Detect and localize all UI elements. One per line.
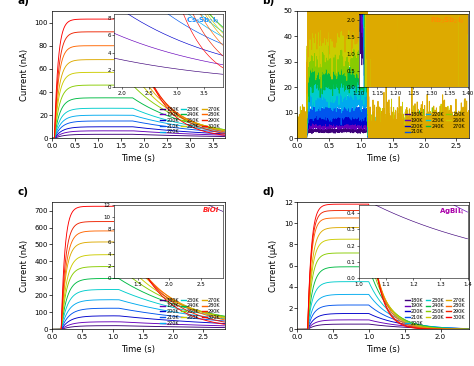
Text: b): b)	[263, 0, 274, 6]
Legend: 180K, 190K, 200K, 210K, 220K, 230K, 240K, 250K, 260K, 270K: 180K, 190K, 200K, 210K, 220K, 230K, 240K…	[403, 111, 467, 136]
Y-axis label: Current (nA): Current (nA)	[269, 49, 278, 101]
Y-axis label: Current (nA): Current (nA)	[20, 49, 29, 101]
Legend: 180K, 190K, 200K, 210K, 220K, 230K, 240K, 250K, 260K, 270K, 280K, 290K, 300K: 180K, 190K, 200K, 210K, 220K, 230K, 240K…	[403, 296, 467, 327]
Text: c): c)	[18, 187, 28, 197]
Legend: 180K, 190K, 200K, 210K, 220K, 230K, 240K, 250K, 260K, 270K, 280K, 290K, 300K: 180K, 190K, 200K, 210K, 220K, 230K, 240K…	[158, 105, 222, 136]
Text: d): d)	[263, 187, 274, 197]
X-axis label: Time (s): Time (s)	[121, 154, 155, 163]
X-axis label: Time (s): Time (s)	[366, 345, 400, 354]
X-axis label: Time (s): Time (s)	[121, 345, 155, 354]
X-axis label: Time (s): Time (s)	[366, 154, 400, 163]
Y-axis label: Current (nA): Current (nA)	[20, 240, 29, 292]
Text: a): a)	[18, 0, 29, 6]
Legend: 180K, 190K, 200K, 210K, 220K, 230K, 240K, 250K, 260K, 270K, 280K, 290K, 300K: 180K, 190K, 200K, 210K, 220K, 230K, 240K…	[158, 296, 222, 327]
Y-axis label: Current (μA): Current (μA)	[269, 240, 278, 292]
